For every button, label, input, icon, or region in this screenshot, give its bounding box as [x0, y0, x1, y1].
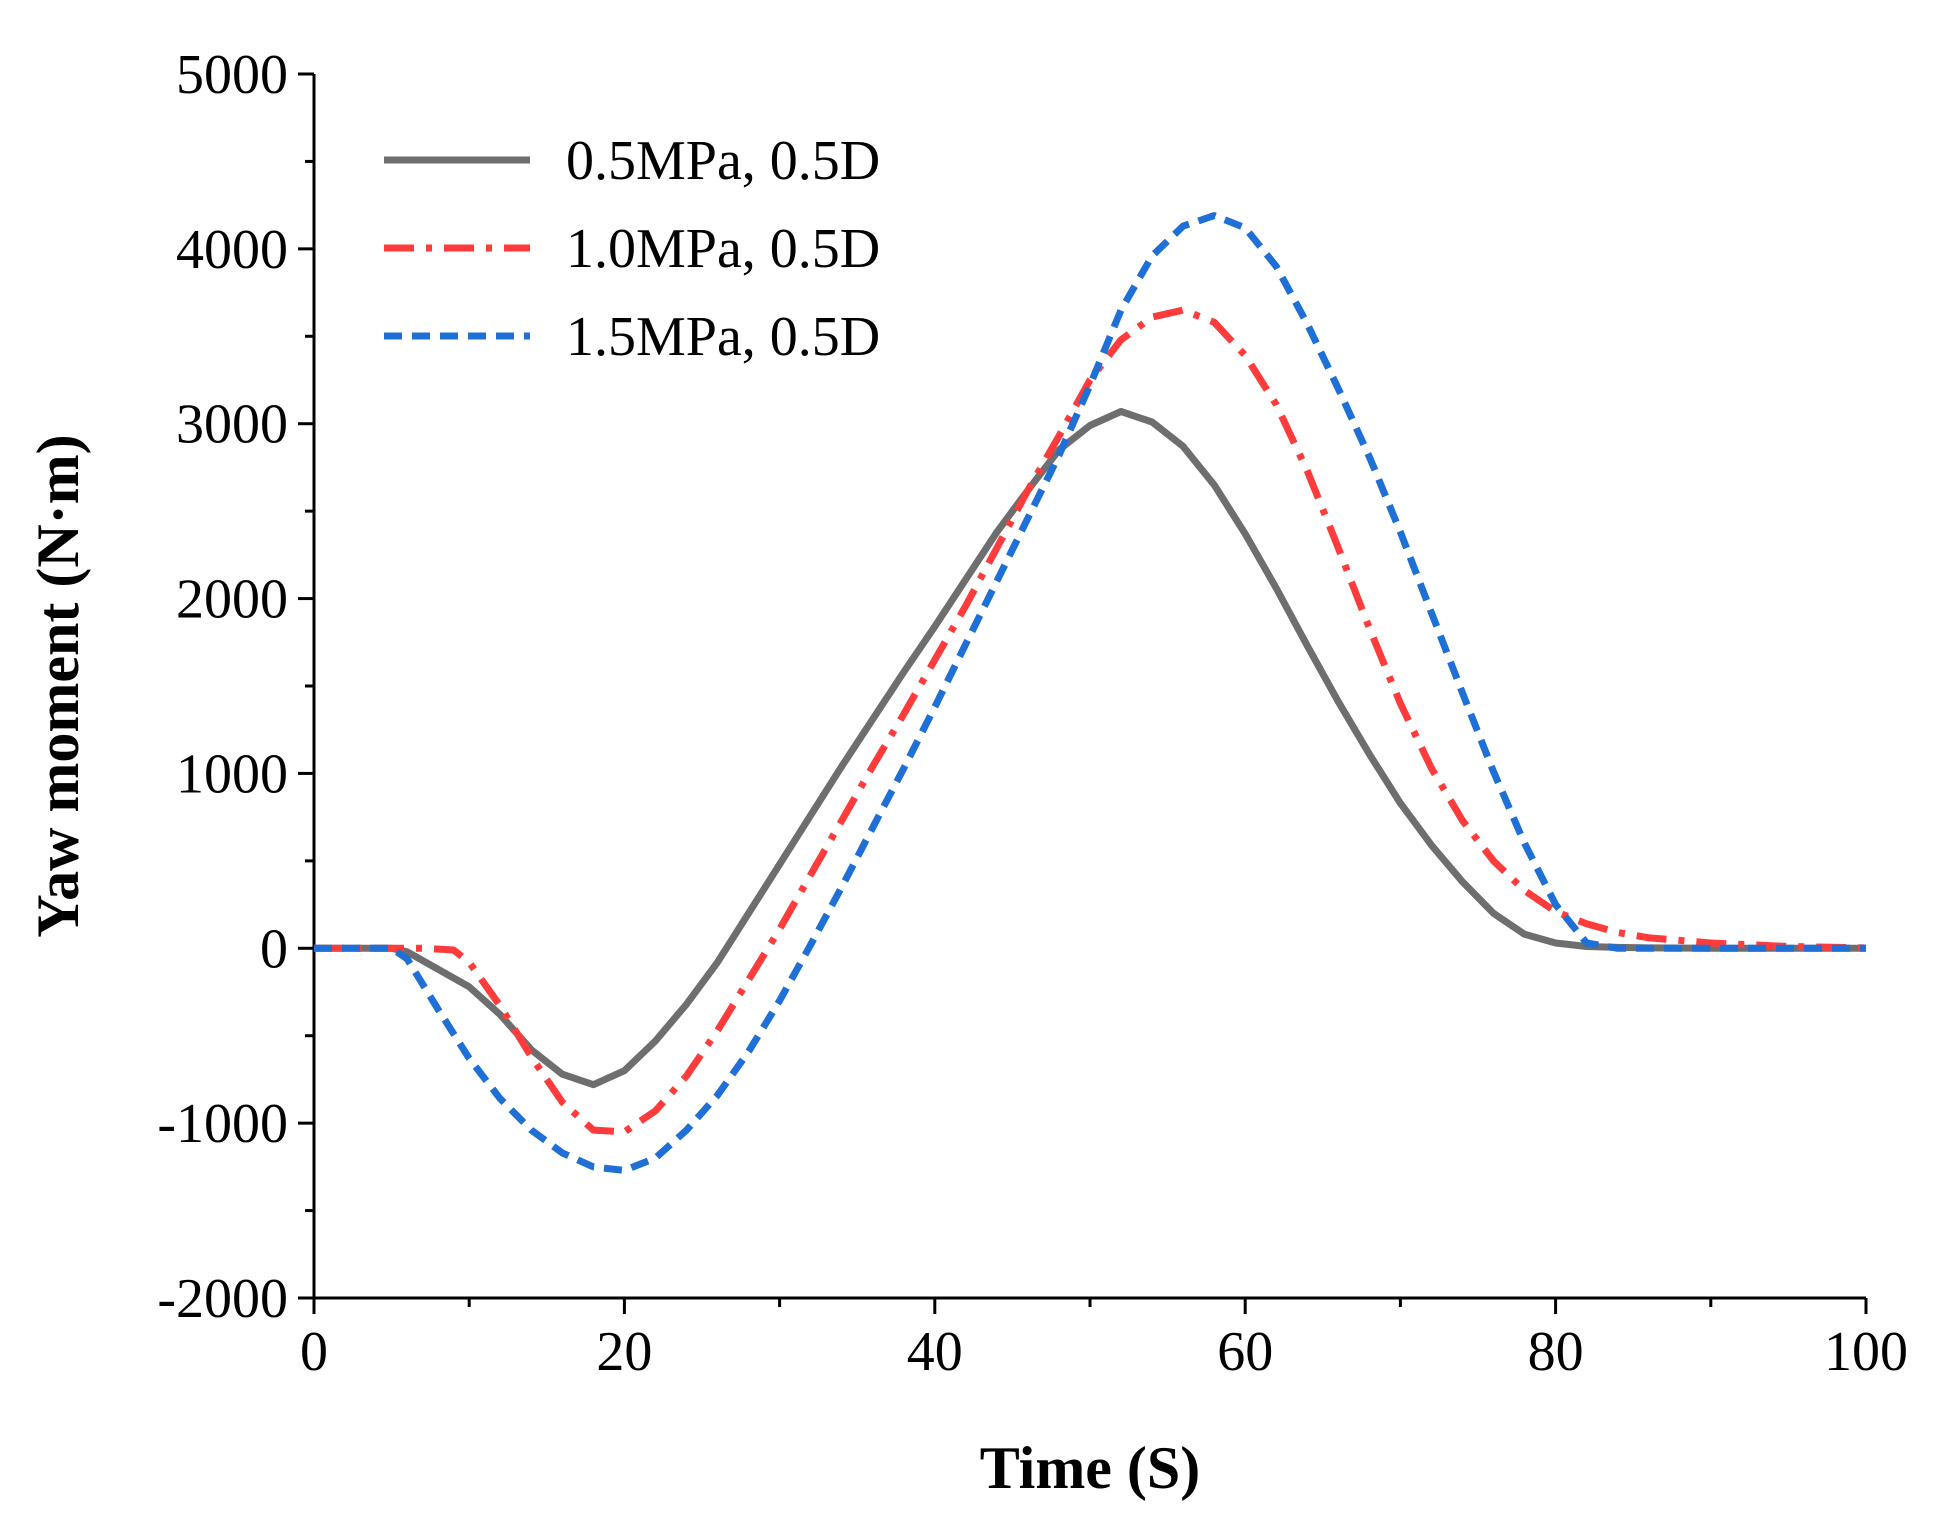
y-tick-label: 2000: [176, 569, 288, 631]
y-tick-label: 4000: [176, 219, 288, 281]
series-line-3: [314, 212, 1866, 1174]
y-axis-title: Yaw moment (N·m): [25, 434, 91, 937]
x-tick-label: 60: [1217, 1321, 1273, 1383]
x-tick-label: 100: [1824, 1321, 1908, 1383]
y-tick-label: 1000: [176, 743, 288, 805]
y-tick-label: 0: [260, 918, 288, 980]
y-tick-label: -2000: [157, 1268, 288, 1330]
series-layer: [314, 212, 1867, 1174]
x-tick-label: 20: [596, 1321, 652, 1383]
y-tick-label: -1000: [157, 1093, 288, 1155]
legend: 0.5MPa, 0.5D 1.0MPa, 0.5D 1.5MPa, 0.5D: [384, 130, 880, 368]
x-tick-label: 80: [1528, 1321, 1584, 1383]
legend-label-3: 1.5MPa, 0.5D: [566, 306, 880, 368]
x-axis-title: Time (S): [980, 1435, 1201, 1501]
legend-label-1: 0.5MPa, 0.5D: [566, 130, 880, 192]
y-tick-label: 3000: [176, 394, 288, 456]
axes: 0 20 40 60 80 100 -2000 -1000 0 1000 2000 3000 4000 5…: [157, 44, 1908, 1383]
y-tick-label: 5000: [176, 44, 288, 106]
series-line-1: [314, 408, 1866, 1089]
series-line-2: [314, 306, 1867, 1136]
x-tick-label: 0: [300, 1321, 328, 1383]
legend-label-2: 1.0MPa, 0.5D: [566, 218, 880, 280]
x-tick-label: 40: [907, 1321, 963, 1383]
